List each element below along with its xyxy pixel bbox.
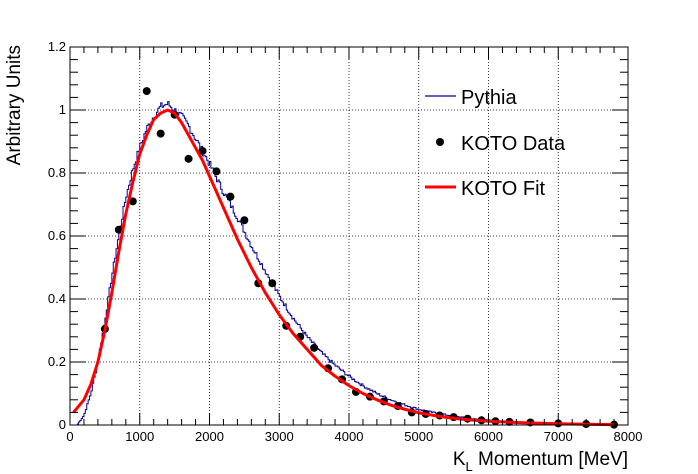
x-tick-label: 8000	[614, 429, 643, 444]
koto-data-point	[198, 146, 207, 155]
x-axis-title-subscript: L	[466, 459, 473, 474]
x-tick-label: 3000	[265, 429, 294, 444]
x-tick-label: 0	[66, 429, 73, 444]
legend-koto-fit-label: KOTO Fit	[461, 178, 546, 200]
x-tick-label: 7000	[544, 429, 573, 444]
y-tick-label: 1.2	[48, 39, 66, 54]
x-tick-label: 5000	[404, 429, 433, 444]
x-tick-label: 4000	[335, 429, 364, 444]
y-tick-labels: 0 0.2 0.4 0.6 0.8 1 1.2	[48, 39, 66, 432]
koto-data-point	[240, 216, 249, 225]
legend-koto-data-label: KOTO Data	[461, 133, 566, 155]
y-tick-label: 0.4	[48, 291, 66, 306]
y-tick-label: 0	[59, 417, 66, 432]
koto-data-point	[142, 87, 151, 96]
koto-data-point	[114, 225, 123, 234]
y-tick-label: 0.2	[48, 354, 66, 369]
legend: Pythia KOTO Data KOTO Fit	[425, 87, 566, 200]
koto-data-point	[212, 167, 221, 176]
x-tick-labels: 0 1000 2000 3000 4000 5000 6000 7000 8000	[66, 429, 642, 444]
y-tick-label: 0.6	[48, 228, 66, 243]
x-tick-label: 1000	[125, 429, 154, 444]
y-axis-title: Arbitrary Units	[4, 45, 25, 165]
koto-data-point	[184, 154, 193, 163]
x-axis-title-main: K	[453, 449, 466, 470]
legend-pythia-label: Pythia	[461, 87, 517, 109]
koto-data-point	[310, 343, 319, 352]
x-axis-title-rest: Momentum [MeV]	[473, 449, 628, 470]
y-tick-label: 0.8	[48, 165, 66, 180]
x-tick-label: 2000	[195, 429, 224, 444]
x-axis-title: KL Momentum [MeV]	[453, 449, 628, 474]
koto-fit-curve	[72, 108, 615, 427]
x-tick-label: 6000	[474, 429, 503, 444]
grid-lines	[70, 47, 628, 425]
koto-data-point	[268, 279, 277, 288]
series-layer	[72, 87, 619, 429]
axis-ticks	[69, 46, 629, 426]
koto-data-point	[156, 129, 165, 138]
y-tick-label: 1	[59, 102, 66, 117]
legend-koto-data-marker	[436, 138, 444, 146]
koto-data-point	[128, 197, 137, 206]
koto-data-point	[226, 192, 235, 201]
